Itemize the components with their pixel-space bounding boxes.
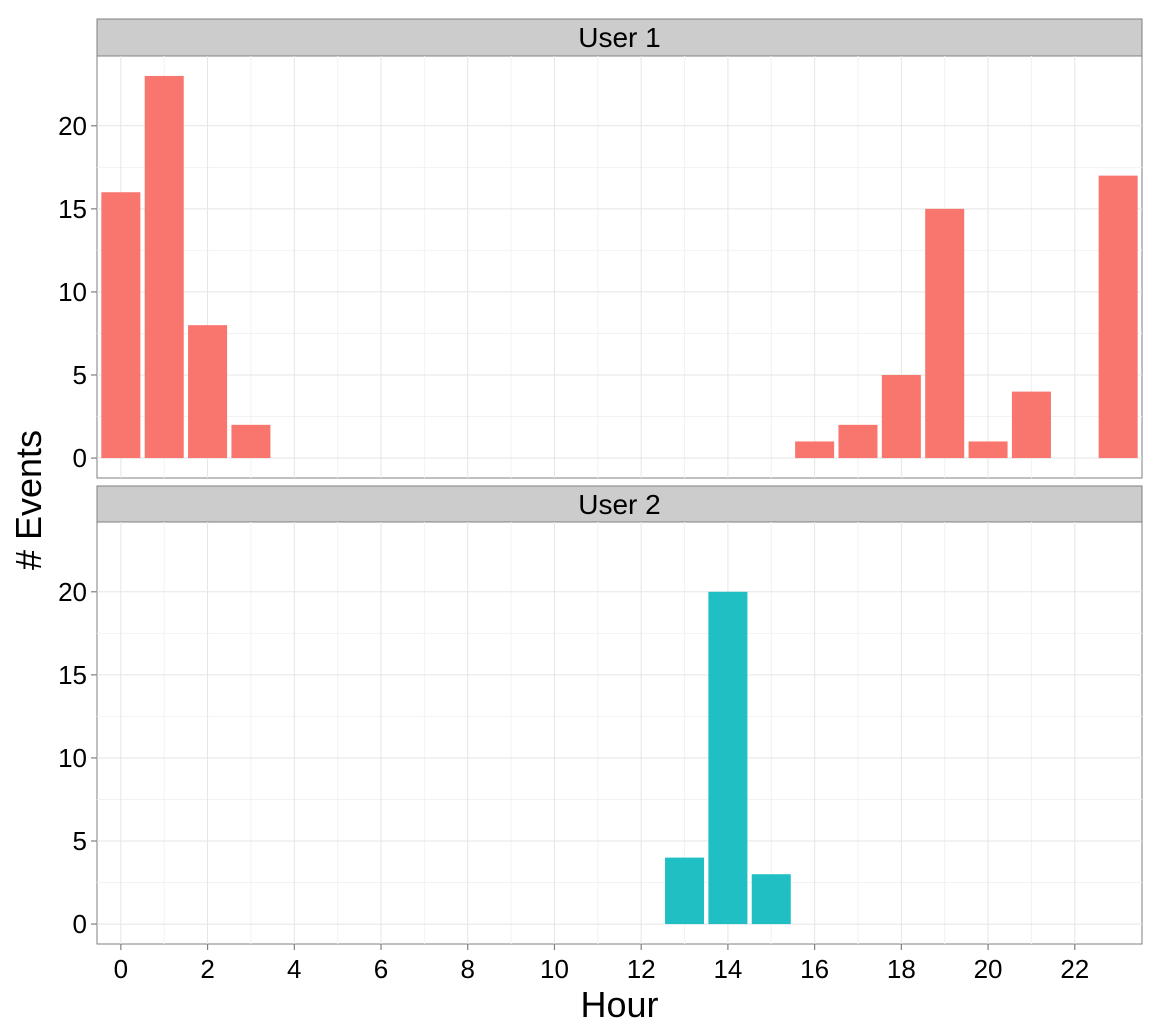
x-tick-label: 10 [540, 954, 569, 984]
y-tick-label: 20 [58, 577, 87, 607]
bar-hour-15 [751, 874, 791, 925]
x-tick-label: 2 [200, 954, 214, 984]
bar-hour-13 [665, 857, 705, 925]
y-tick-label: 15 [58, 660, 87, 690]
x-tick-label: 12 [627, 954, 656, 984]
bars [101, 75, 1138, 459]
y-tick-label: 0 [73, 909, 87, 939]
x-tick-label: 0 [114, 954, 128, 984]
facet-user-2: User 2 0 5 10 15 20 [58, 485, 1143, 945]
y-tick-label: 10 [58, 743, 87, 773]
x-tick-label: 18 [887, 954, 916, 984]
bar-hour-3 [231, 424, 271, 459]
y-tick-label: 20 [58, 111, 87, 141]
x-axis-ticks: 0 2 4 6 8 10 12 14 16 18 20 22 [114, 944, 1089, 984]
panel-background [96, 55, 1143, 479]
strip-label: User 1 [578, 22, 660, 53]
panel-background [96, 521, 1143, 945]
bar-hour-17 [838, 424, 878, 459]
bar-hour-16 [795, 441, 835, 459]
bar-hour-18 [881, 374, 921, 459]
bars [665, 591, 791, 925]
y-tick-label: 5 [73, 360, 87, 390]
y-tick-label: 10 [58, 277, 87, 307]
y-tick-label: 0 [73, 443, 87, 473]
bar-hour-23 [1098, 175, 1138, 459]
bar-hour-2 [188, 325, 228, 459]
x-tick-label: 20 [974, 954, 1003, 984]
x-tick-label: 14 [713, 954, 742, 984]
facet-user-1: User 1 0 5 10 15 20 [58, 18, 1143, 479]
bar-hour-20 [968, 441, 1008, 459]
strip-background [96, 18, 1143, 57]
grid-lines [97, 522, 1142, 944]
x-tick-label: 8 [461, 954, 475, 984]
bar-hour-21 [1011, 391, 1051, 459]
x-tick-label: 16 [800, 954, 829, 984]
bar-hour-0 [101, 192, 141, 459]
bar-hour-19 [925, 208, 965, 459]
strip-background [96, 485, 1143, 523]
x-tick-label: 6 [374, 954, 388, 984]
y-axis-ticks: 0 5 10 15 20 [58, 577, 97, 939]
x-tick-label: 22 [1060, 954, 1089, 984]
y-axis-ticks: 0 5 10 15 20 [58, 111, 97, 473]
y-tick-label: 5 [73, 826, 87, 856]
bar-hour-14 [708, 591, 748, 925]
y-tick-label: 15 [58, 194, 87, 224]
x-tick-label: 4 [287, 954, 301, 984]
x-axis-title: Hour [580, 984, 658, 1025]
y-axis-title: # Events [8, 430, 49, 570]
bar-hour-1 [144, 75, 184, 459]
strip-label: User 2 [578, 489, 660, 520]
